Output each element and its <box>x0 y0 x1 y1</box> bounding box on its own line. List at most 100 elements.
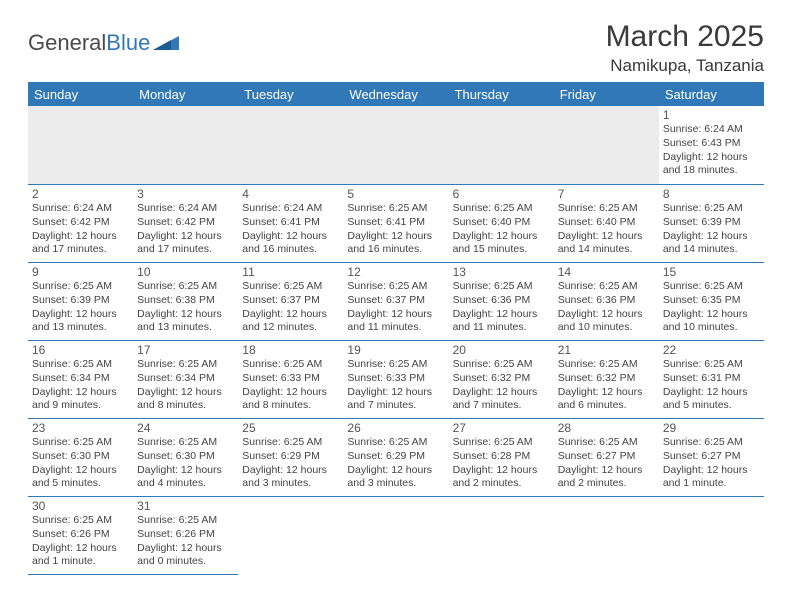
calendar-table: Sunday Monday Tuesday Wednesday Thursday… <box>28 82 764 575</box>
calendar-cell: 27Sunrise: 6:25 AMSunset: 6:28 PMDayligh… <box>449 418 554 496</box>
calendar-cell: 19Sunrise: 6:25 AMSunset: 6:33 PMDayligh… <box>343 340 448 418</box>
calendar-row: 2 Sunrise: 6:24 AM Sunset: 6:42 PM Daylight… <box>28 184 764 262</box>
sunrise-text: Sunrise: 6:25 AM <box>32 358 129 371</box>
sunset-text: Sunset: 6:27 PM <box>663 450 760 463</box>
daylight-text: Daylight: 12 hours and 14 minutes. <box>663 230 760 256</box>
day-number: 21 <box>558 343 655 357</box>
sunrise-text: Sunrise: 6:25 AM <box>558 280 655 293</box>
calendar-cell: 8Sunrise: 6:25 AMSunset: 6:39 PMDaylight… <box>659 184 764 262</box>
calendar-cell: 3Sunrise: 6:24 AMSunset: 6:42 PMDaylight… <box>133 184 238 262</box>
sunrise-text: Sunrise: 6:25 AM <box>137 280 234 293</box>
calendar-cell <box>554 106 659 184</box>
calendar-cell: 9Sunrise: 6:25 AMSunset: 6:39 PMDaylight… <box>28 262 133 340</box>
calendar-cell: 16Sunrise: 6:25 AMSunset: 6:34 PMDayligh… <box>28 340 133 418</box>
day-number: 4 <box>242 187 339 201</box>
daylight-text: Daylight: 12 hours and 4 minutes. <box>137 464 234 490</box>
daylight-text: Daylight: 12 hours and 7 minutes. <box>347 386 444 412</box>
calendar-cell: 25Sunrise: 6:25 AMSunset: 6:29 PMDayligh… <box>238 418 343 496</box>
sunset-text: Sunset: 6:30 PM <box>137 450 234 463</box>
daylight-text: Daylight: 12 hours and 6 minutes. <box>558 386 655 412</box>
sunset-text: Sunset: 6:30 PM <box>32 450 129 463</box>
calendar-row: 16Sunrise: 6:25 AMSunset: 6:34 PMDayligh… <box>28 340 764 418</box>
day-number: 3 <box>137 187 234 201</box>
calendar-cell: 7Sunrise: 6:25 AMSunset: 6:40 PMDaylight… <box>554 184 659 262</box>
day-number: 17 <box>137 343 234 357</box>
sunset-text: Sunset: 6:42 PM <box>32 216 129 229</box>
day-number: 2 <box>32 187 129 201</box>
daylight-text: Daylight: 12 hours and 5 minutes. <box>663 386 760 412</box>
daylight-text: Daylight: 12 hours and 0 minutes. <box>137 542 234 568</box>
daylight-text: Daylight: 12 hours and 10 minutes. <box>558 308 655 334</box>
sunrise-text: Sunrise: 6:25 AM <box>347 358 444 371</box>
day-number: 13 <box>453 265 550 279</box>
calendar-cell: 26Sunrise: 6:25 AMSunset: 6:29 PMDayligh… <box>343 418 448 496</box>
sunrise-text: Sunrise: 6:25 AM <box>137 358 234 371</box>
calendar-cell: 17Sunrise: 6:25 AMSunset: 6:34 PMDayligh… <box>133 340 238 418</box>
sunrise-text: Sunrise: 6:25 AM <box>242 358 339 371</box>
sunrise-text: Sunrise: 6:25 AM <box>663 358 760 371</box>
sunset-text: Sunset: 6:28 PM <box>453 450 550 463</box>
title-block: March 2025 Namikupa, Tanzania <box>606 20 764 76</box>
daylight-text: Daylight: 12 hours and 12 minutes. <box>242 308 339 334</box>
daylight-text: Daylight: 12 hours and 2 minutes. <box>453 464 550 490</box>
calendar-cell: 23Sunrise: 6:25 AMSunset: 6:30 PMDayligh… <box>28 418 133 496</box>
calendar-cell: 30Sunrise: 6:25 AMSunset: 6:26 PMDayligh… <box>28 496 133 574</box>
daylight-text: Daylight: 12 hours and 11 minutes. <box>453 308 550 334</box>
daylight-text: Daylight: 12 hours and 8 minutes. <box>242 386 339 412</box>
calendar-cell: 24Sunrise: 6:25 AMSunset: 6:30 PMDayligh… <box>133 418 238 496</box>
day-number: 8 <box>663 187 760 201</box>
daylight-text: Daylight: 12 hours and 10 minutes. <box>663 308 760 334</box>
daylight-text: Daylight: 12 hours and 5 minutes. <box>32 464 129 490</box>
sunrise-text: Sunrise: 6:25 AM <box>32 514 129 527</box>
calendar-cell: 28Sunrise: 6:25 AMSunset: 6:27 PMDayligh… <box>554 418 659 496</box>
sunrise-text: Sunrise: 6:24 AM <box>242 202 339 215</box>
daylight-text: Daylight: 12 hours and 1 minute. <box>32 542 129 568</box>
sunset-text: Sunset: 6:37 PM <box>242 294 339 307</box>
calendar-cell: 10Sunrise: 6:25 AMSunset: 6:38 PMDayligh… <box>133 262 238 340</box>
day-number: 19 <box>347 343 444 357</box>
sunset-text: Sunset: 6:40 PM <box>453 216 550 229</box>
daylight-text: Daylight: 12 hours and 3 minutes. <box>347 464 444 490</box>
sunset-text: Sunset: 6:31 PM <box>663 372 760 385</box>
calendar-cell <box>659 496 764 574</box>
calendar-cell: 4Sunrise: 6:24 AMSunset: 6:41 PMDaylight… <box>238 184 343 262</box>
weekday-header: Wednesday <box>343 83 448 107</box>
weekday-header: Saturday <box>659 83 764 107</box>
sunrise-text: Sunrise: 6:25 AM <box>242 280 339 293</box>
daylight-text: Daylight: 12 hours and 3 minutes. <box>242 464 339 490</box>
calendar-cell: 18Sunrise: 6:25 AMSunset: 6:33 PMDayligh… <box>238 340 343 418</box>
calendar-cell <box>238 496 343 574</box>
sunset-text: Sunset: 6:32 PM <box>558 372 655 385</box>
day-number: 16 <box>32 343 129 357</box>
day-number: 11 <box>242 265 339 279</box>
sunrise-text: Sunrise: 6:25 AM <box>663 202 760 215</box>
calendar-row: 9 Sunrise: 6:25 AM Sunset: 6:39 PM Daylight… <box>28 262 764 340</box>
calendar-cell: 20Sunrise: 6:25 AMSunset: 6:32 PMDayligh… <box>449 340 554 418</box>
sunset-text: Sunset: 6:36 PM <box>453 294 550 307</box>
daylight-text: Daylight: 12 hours and 13 minutes. <box>137 308 234 334</box>
sunset-text: Sunset: 6:26 PM <box>137 528 234 541</box>
weekday-header: Friday <box>554 83 659 107</box>
calendar-cell <box>238 106 343 184</box>
day-number: 31 <box>137 499 234 513</box>
sunset-text: Sunset: 6:36 PM <box>558 294 655 307</box>
weekday-header-row: Sunday Monday Tuesday Wednesday Thursday… <box>28 83 764 107</box>
calendar-cell: 12Sunrise: 6:25 AMSunset: 6:37 PMDayligh… <box>343 262 448 340</box>
day-number: 25 <box>242 421 339 435</box>
day-number: 9 <box>32 265 129 279</box>
day-number: 20 <box>453 343 550 357</box>
sunset-text: Sunset: 6:27 PM <box>558 450 655 463</box>
calendar-cell <box>343 106 448 184</box>
calendar-cell: 21Sunrise: 6:25 AMSunset: 6:32 PMDayligh… <box>554 340 659 418</box>
calendar-cell: 1Sunrise: 6:24 AMSunset: 6:43 PMDaylight… <box>659 106 764 184</box>
day-number: 10 <box>137 265 234 279</box>
sunset-text: Sunset: 6:29 PM <box>347 450 444 463</box>
sunset-text: Sunset: 6:39 PM <box>32 294 129 307</box>
sunrise-text: Sunrise: 6:25 AM <box>558 436 655 449</box>
daylight-text: Daylight: 12 hours and 16 minutes. <box>347 230 444 256</box>
daylight-text: Daylight: 12 hours and 17 minutes. <box>137 230 234 256</box>
weekday-header: Tuesday <box>238 83 343 107</box>
sunrise-text: Sunrise: 6:25 AM <box>242 436 339 449</box>
sunset-text: Sunset: 6:34 PM <box>32 372 129 385</box>
sunset-text: Sunset: 6:34 PM <box>137 372 234 385</box>
